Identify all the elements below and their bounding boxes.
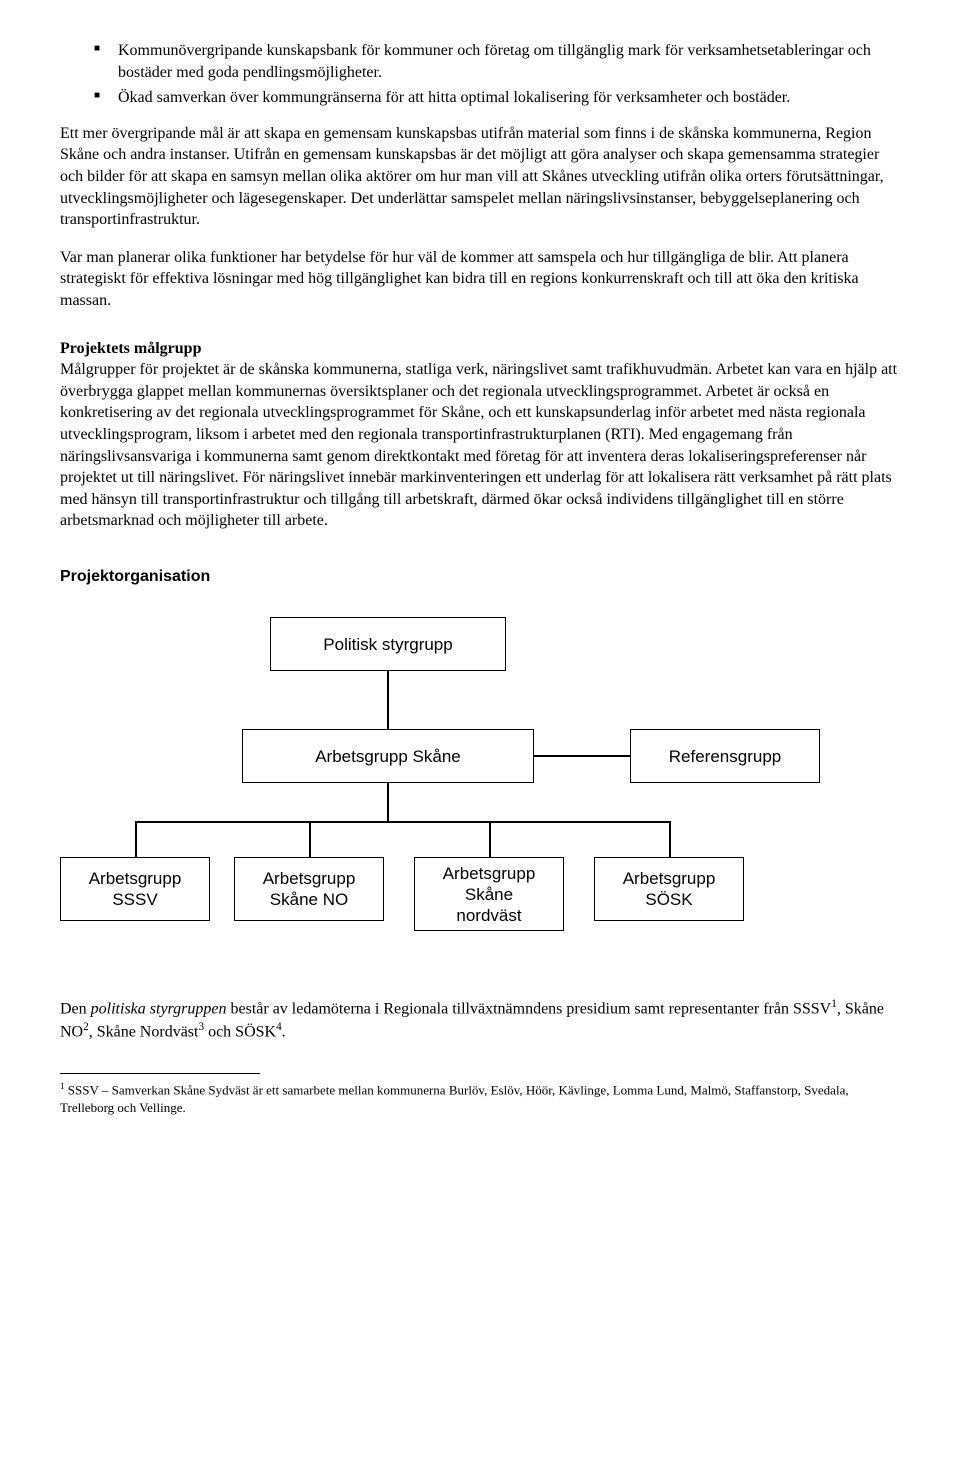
bullet-text: Ökad samverkan över kommungränserna för … <box>118 89 790 106</box>
closing-mid3: och SÖSK <box>204 1024 276 1041</box>
closing-end: . <box>282 1024 286 1041</box>
bullet-list: Kommunövergripande kunskapsbank för komm… <box>60 40 900 109</box>
org-chart: Politisk styrgrupp Arbetsgrupp Skåne Ref… <box>60 617 820 977</box>
paragraph-1: Ett mer övergripande mål är att skapa en… <box>60 123 900 231</box>
footnote: 1 SSSV – Samverkan Skåne Sydväst är ett … <box>60 1080 900 1116</box>
footnote-text: SSSV – Samverkan Skåne Sydväst är ett sa… <box>60 1083 849 1116</box>
closing-post: består av ledamöterna i Regionala tillvä… <box>227 1001 832 1018</box>
org-box-c4: Arbetsgrupp SÖSK <box>594 857 744 921</box>
paragraph-2: Var man planerar olika funktioner har be… <box>60 247 900 312</box>
connector-top-mid <box>387 671 389 729</box>
connector-mid-down <box>387 783 389 821</box>
connector-drop-c1 <box>135 821 137 857</box>
footnote-rule <box>60 1073 260 1074</box>
org-box-c3: Arbetsgrupp Skåne nordväst <box>414 857 564 931</box>
bullet-item: Ökad samverkan över kommungränserna för … <box>94 87 900 109</box>
closing-mid2: , Skåne Nordväst <box>89 1024 199 1041</box>
connector-mid-ref <box>534 755 630 757</box>
connector-drop-c4 <box>669 821 671 857</box>
connector-bus <box>135 821 670 823</box>
closing-pre: Den <box>60 1001 91 1018</box>
org-heading: Projektorganisation <box>60 566 900 588</box>
org-box-ref: Referensgrupp <box>630 729 820 783</box>
closing-paragraph: Den politiska styrgruppen består av leda… <box>60 997 900 1043</box>
org-box-top: Politisk styrgrupp <box>270 617 506 671</box>
malgrupp-text: Målgrupper för projektet är de skånska k… <box>60 359 900 532</box>
connector-drop-c2 <box>309 821 311 857</box>
closing-italic: politiska styrgruppen <box>91 1001 227 1018</box>
org-box-c1: Arbetsgrupp SSSV <box>60 857 210 921</box>
connector-drop-c3 <box>489 821 491 857</box>
malgrupp-heading: Projektets målgrupp <box>60 338 900 360</box>
org-box-mid: Arbetsgrupp Skåne <box>242 729 534 783</box>
bullet-item: Kommunövergripande kunskapsbank för komm… <box>94 40 900 83</box>
org-box-c2: Arbetsgrupp Skåne NO <box>234 857 384 921</box>
bullet-text: Kommunövergripande kunskapsbank för komm… <box>118 42 871 81</box>
